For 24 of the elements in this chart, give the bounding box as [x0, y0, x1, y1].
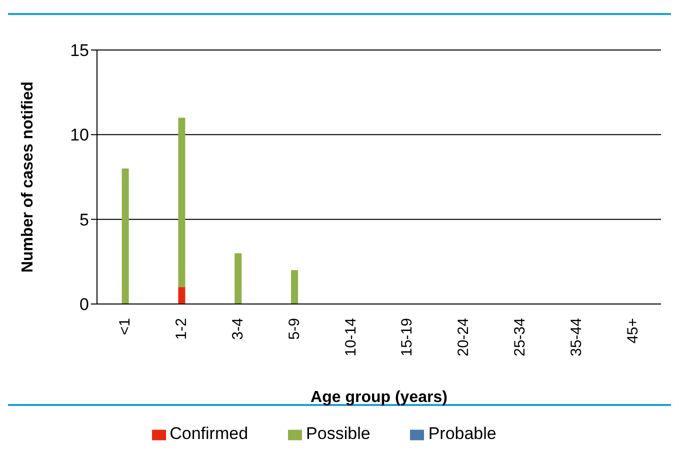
x-axis-title: Age group (years) — [310, 389, 448, 406]
x-tick-label: 10-14 — [342, 318, 360, 356]
x-tick-label: 15-19 — [398, 318, 416, 356]
y-tick-label: 5 — [80, 210, 89, 230]
legend-label: Confirmed — [170, 424, 248, 443]
x-tick-label: 20-24 — [455, 318, 472, 356]
bar — [178, 287, 186, 304]
bar — [234, 253, 242, 304]
bar — [291, 270, 298, 304]
x-tick-label: 5-9 — [286, 318, 303, 340]
x-tick-label: 1-2 — [173, 318, 190, 340]
x-tick-label: 35-44 — [568, 318, 585, 356]
x-tick-label: 25-34 — [512, 318, 528, 356]
y-axis-title: Number of cases notified — [20, 81, 37, 273]
x-tick-label: <1 — [116, 318, 134, 336]
x-tick-label: 3-4 — [230, 318, 246, 340]
bar — [122, 168, 129, 304]
y-tick-label: 15 — [70, 41, 89, 60]
y-tick-label: 10 — [70, 126, 89, 145]
x-tick-label: 45+ — [624, 318, 642, 344]
y-tick-label: 0 — [80, 295, 89, 314]
legend-label: Possible — [306, 424, 370, 443]
bar — [178, 118, 186, 288]
legend-label: Probable — [428, 424, 496, 443]
